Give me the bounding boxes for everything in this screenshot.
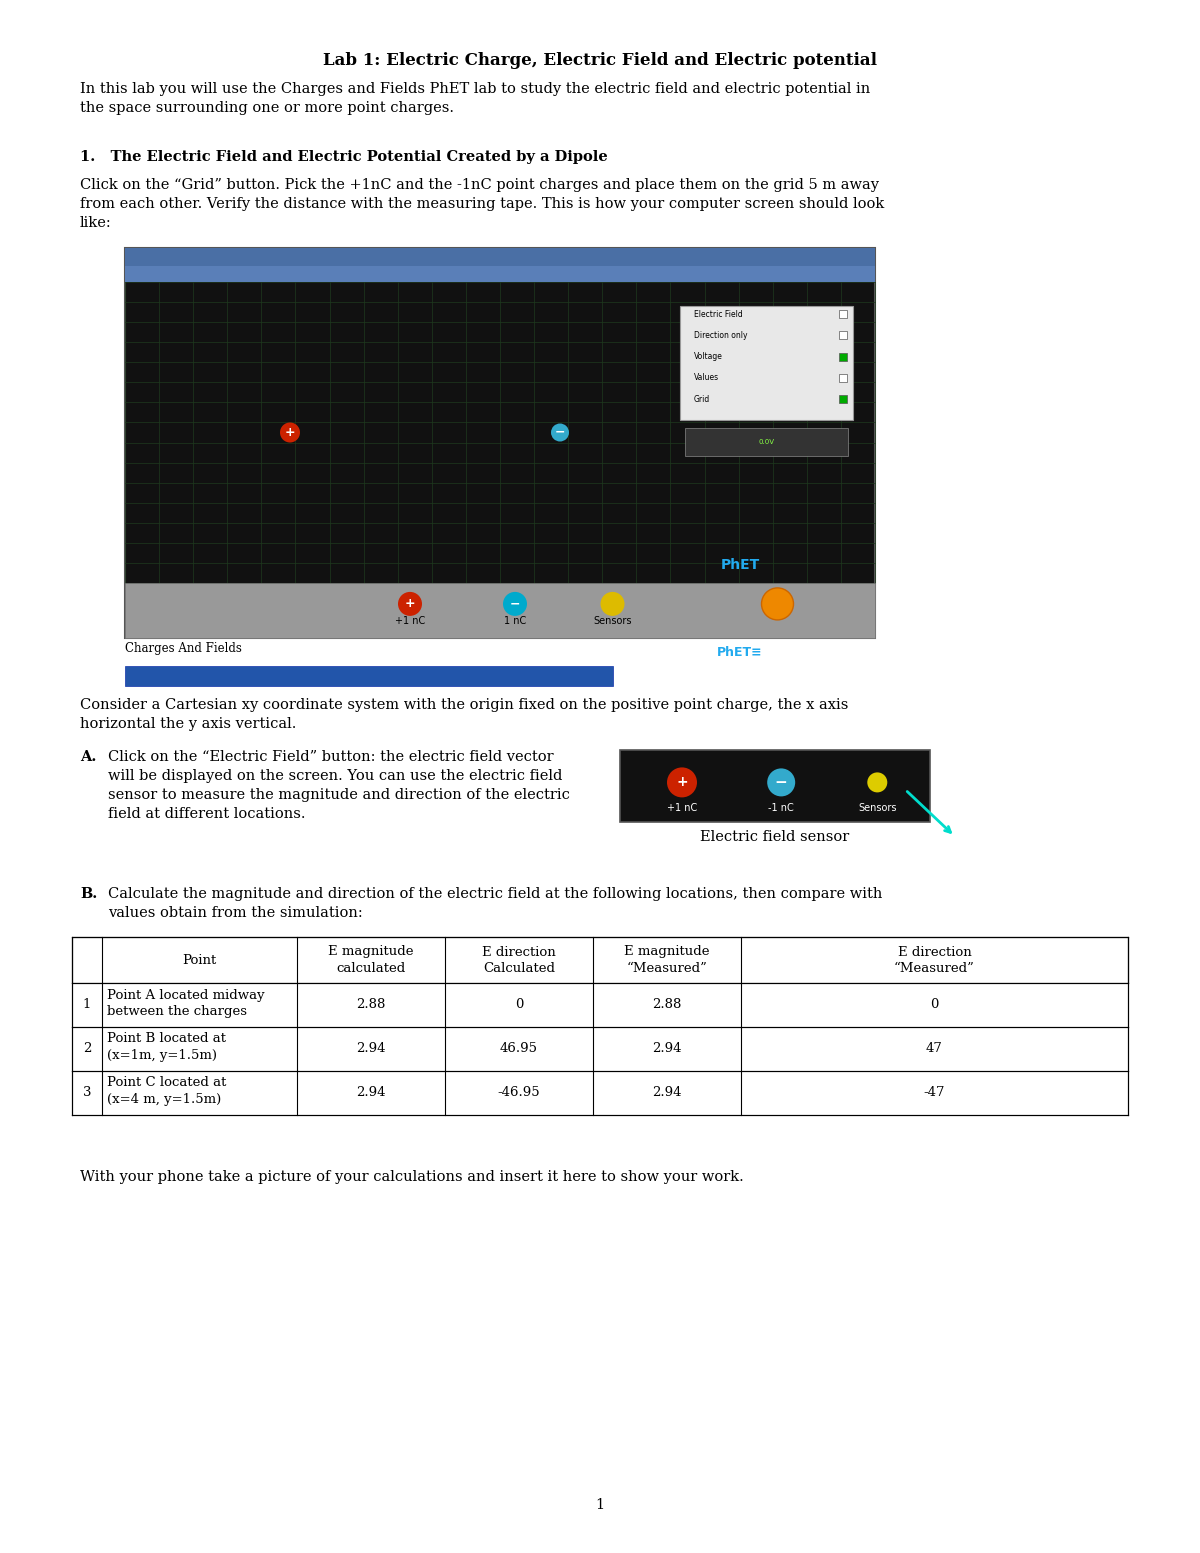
Text: -47: -47 (924, 1087, 946, 1100)
Bar (839, 311, 846, 318)
Circle shape (600, 592, 624, 617)
Text: 2.94: 2.94 (653, 1042, 682, 1056)
Text: Click on the “Electric Field” button: the electric field vector
will be displaye: Click on the “Electric Field” button: th… (108, 750, 570, 822)
Bar (125, 666, 612, 686)
Text: Voltage: Voltage (694, 353, 722, 362)
Text: 2.94: 2.94 (356, 1042, 385, 1056)
Bar (685, 429, 847, 457)
Text: Direction only: Direction only (694, 331, 748, 340)
Bar (125, 266, 875, 283)
Text: −: − (554, 426, 565, 439)
Bar (72, 983, 1128, 1027)
Bar (125, 582, 875, 638)
Text: 3: 3 (83, 1087, 91, 1100)
Text: +: + (404, 598, 415, 610)
Text: 1: 1 (595, 1499, 605, 1513)
Text: 2.88: 2.88 (356, 999, 385, 1011)
Text: 0.0V: 0.0V (758, 439, 774, 446)
Text: B.: B. (80, 887, 97, 901)
Text: Charges And Fields: Charges And Fields (125, 641, 242, 655)
Text: With your phone take a picture of your calculations and insert it here to show y: With your phone take a picture of your c… (80, 1169, 744, 1183)
Text: E direction
“Measured”: E direction “Measured” (894, 946, 974, 974)
Text: -46.95: -46.95 (498, 1087, 540, 1100)
Text: 0: 0 (515, 999, 523, 1011)
Text: Point: Point (182, 954, 217, 966)
Text: +1 nC: +1 nC (395, 617, 425, 626)
Text: +: + (676, 775, 688, 789)
Text: −: − (510, 598, 521, 610)
Text: Values: Values (694, 373, 719, 382)
Text: Click on the “Grid” button. Pick the +1nC and the -1nC point charges and place t: Click on the “Grid” button. Pick the +1n… (80, 179, 884, 230)
Text: 46.95: 46.95 (500, 1042, 538, 1056)
Text: E magnitude
calculated: E magnitude calculated (329, 946, 414, 974)
Text: 1.   The Electric Field and Electric Potential Created by a Dipole: 1. The Electric Field and Electric Poten… (80, 151, 607, 165)
Text: Point B located at
(x=1m, y=1.5m): Point B located at (x=1m, y=1.5m) (107, 1033, 226, 1062)
Text: 2: 2 (83, 1042, 91, 1056)
Text: Grid: Grid (694, 394, 710, 404)
Circle shape (868, 772, 887, 792)
Text: E magnitude
“Measured”: E magnitude “Measured” (624, 946, 709, 974)
Bar (125, 248, 875, 638)
Bar (620, 750, 930, 822)
Bar (125, 248, 875, 266)
Text: -1 nC: -1 nC (768, 803, 794, 812)
Bar (72, 936, 1128, 983)
Circle shape (667, 767, 697, 797)
Bar (680, 306, 852, 421)
Bar (839, 394, 846, 404)
Text: −: − (775, 775, 787, 790)
Text: Point C located at
(x=4 m, y=1.5m): Point C located at (x=4 m, y=1.5m) (107, 1076, 227, 1106)
Circle shape (762, 589, 793, 620)
Text: Calculate the magnitude and direction of the electric field at the following loc: Calculate the magnitude and direction of… (108, 887, 882, 919)
Text: Consider a Cartesian xy coordinate system with the origin fixed on the positive : Consider a Cartesian xy coordinate syste… (80, 697, 848, 731)
Circle shape (767, 769, 796, 797)
Text: 0: 0 (930, 999, 938, 1011)
Text: In this lab you will use the Charges and Fields PhET lab to study the electric f: In this lab you will use the Charges and… (80, 82, 870, 115)
Bar (839, 331, 846, 340)
Circle shape (398, 592, 422, 617)
Text: 1 nC: 1 nC (504, 617, 526, 626)
Bar (72, 1072, 1128, 1115)
Text: 1: 1 (83, 999, 91, 1011)
Circle shape (280, 422, 300, 443)
Bar (72, 1027, 1128, 1072)
Text: E direction
Calculated: E direction Calculated (482, 946, 556, 974)
Text: PhET≡: PhET≡ (718, 646, 763, 658)
Circle shape (503, 592, 527, 617)
Text: Electric Field: Electric Field (694, 309, 743, 318)
Text: Lab 1: Electric Charge, Electric Field and Electric potential: Lab 1: Electric Charge, Electric Field a… (323, 51, 877, 68)
Text: 2.94: 2.94 (356, 1087, 385, 1100)
Text: A.: A. (80, 750, 96, 764)
Text: PhET: PhET (720, 558, 760, 572)
Text: 47: 47 (926, 1042, 943, 1056)
Text: +1 nC: +1 nC (667, 803, 697, 812)
Bar (839, 353, 846, 360)
Text: +: + (284, 426, 295, 439)
Bar (839, 374, 846, 382)
Text: Sensors: Sensors (593, 617, 631, 626)
Text: 2.88: 2.88 (653, 999, 682, 1011)
Text: Sensors: Sensors (858, 803, 896, 812)
Circle shape (551, 424, 569, 441)
Text: Electric field sensor: Electric field sensor (701, 829, 850, 843)
Text: Point A located midway
between the charges: Point A located midway between the charg… (107, 989, 265, 1017)
Text: 2.94: 2.94 (653, 1087, 682, 1100)
